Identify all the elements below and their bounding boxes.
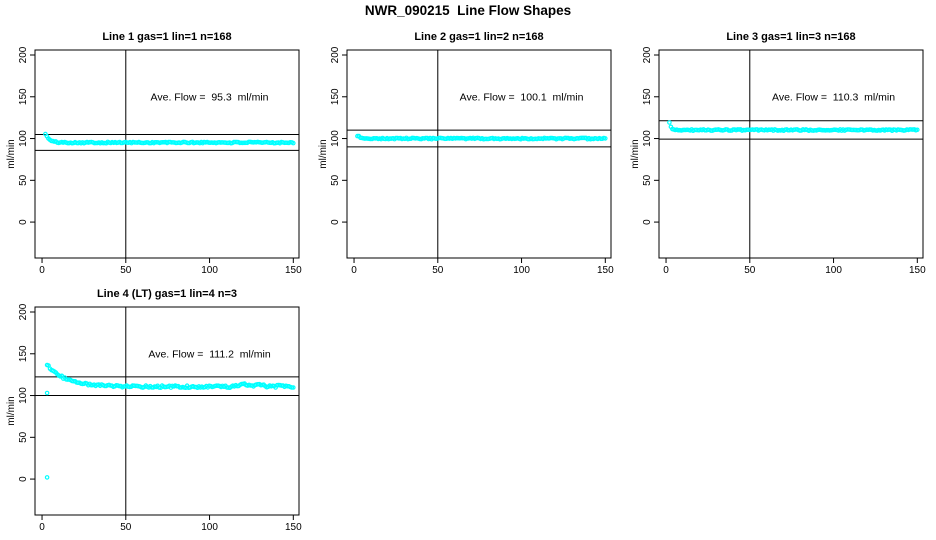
x-tick-label: 50 [744,265,756,276]
x-tick-label: 100 [201,265,218,276]
plot-box [34,49,300,259]
y-tick-label: 200 [18,46,29,63]
x-tick-label: 0 [351,265,357,276]
y-tick-label: 50 [18,174,29,186]
y-tick-label: 150 [330,88,341,105]
ave-flow-annotation: Ave. Flow = 110.3 ml/min [772,91,895,103]
y-tick-label: 200 [330,46,341,63]
y-tick-label: 200 [642,46,653,63]
data-point [667,120,672,125]
flow-reference-lines [347,129,611,148]
data-points [667,120,920,134]
x-tick-label: 100 [201,522,218,533]
subplot-line-4: Line 4 (LT) gas=1 lin=4 n=3 Ave. Flow = … [6,288,302,533]
x-axis-ticks: 0 50 100 150 [39,515,302,533]
y-tick-label: 0 [642,219,653,225]
x-tick-label: 50 [120,522,132,533]
y-tick-label: 200 [18,303,29,320]
x-axis-ticks: 0 50 100 150 [663,258,926,276]
y-tick-label: 100 [642,130,653,147]
flow-reference-lines [35,134,299,151]
y-tick-label: 50 [642,174,653,186]
flow-reference-lines [35,376,299,396]
subplot-title: Line 3 gas=1 lin=3 n=168 [726,31,855,43]
subplot-line-1: Line 1 gas=1 lin=1 n=168 Ave. Flow = 95.… [6,31,302,276]
subplot-line-2: Line 2 gas=1 lin=2 n=168 Ave. Flow = 100… [318,31,614,276]
x-tick-label: 150 [597,265,614,276]
data-points [44,362,296,480]
y-tick-label: 150 [18,88,29,105]
figure-title: NWR_090215 Line Flow Shapes [365,3,571,18]
data-point [914,127,920,133]
plot-box [658,49,924,259]
x-tick-label: 150 [285,522,302,533]
y-tick-label: 150 [18,345,29,362]
y-axis-ticks: 0 50 100 150 200 [330,46,347,225]
subplot-title: Line 4 (LT) gas=1 lin=4 n=3 [97,288,237,300]
x-tick-label: 150 [909,265,926,276]
y-tick-label: 0 [330,219,341,225]
x-tick-label: 150 [285,265,302,276]
data-point [602,136,608,141]
x-tick-label: 50 [432,265,444,276]
x-tick-label: 0 [663,265,669,276]
subplot-line-3: Line 3 gas=1 lin=3 n=168 Ave. Flow = 110… [630,31,926,276]
y-tick-label: 50 [18,431,29,443]
x-tick-label: 0 [39,522,45,533]
x-axis-ticks: 0 50 100 150 [39,258,302,276]
y-tick-label: 50 [330,174,341,186]
y-axis-label: ml/min [630,139,641,168]
y-tick-label: 100 [330,130,341,147]
ave-flow-annotation: Ave. Flow = 95.3 ml/min [151,91,269,103]
y-tick-label: 100 [18,130,29,147]
y-axis-ticks: 0 50 100 150 200 [18,46,35,225]
x-tick-label: 0 [39,265,45,276]
plot-box [346,49,612,259]
x-axis-ticks: 0 50 100 150 [351,258,614,276]
y-axis-ticks: 0 50 100 150 200 [18,303,35,482]
x-tick-label: 50 [120,265,132,276]
y-tick-label: 0 [18,476,29,482]
data-points [43,131,296,146]
data-point [44,475,50,480]
ave-flow-annotation: Ave. Flow = 100.1 ml/min [460,91,584,103]
data-point [44,390,50,396]
data-point [290,140,296,146]
y-tick-label: 150 [642,88,653,105]
ave-flow-annotation: Ave. Flow = 111.2 ml/min [148,348,270,360]
data-points [355,133,608,142]
x-tick-label: 100 [825,265,842,276]
subplot-title: Line 1 gas=1 lin=1 n=168 [102,31,231,43]
y-tick-label: 0 [18,219,29,225]
y-axis-label: ml/min [6,139,17,168]
subplot-title: Line 2 gas=1 lin=2 n=168 [414,31,543,43]
plot-box [34,306,300,516]
y-axis-ticks: 0 50 100 150 200 [642,46,659,225]
flow-reference-lines [659,120,923,140]
y-axis-label: ml/min [318,139,329,168]
data-point [290,385,296,390]
y-tick-label: 100 [18,387,29,404]
x-tick-label: 100 [513,265,530,276]
y-axis-label: ml/min [6,396,17,425]
